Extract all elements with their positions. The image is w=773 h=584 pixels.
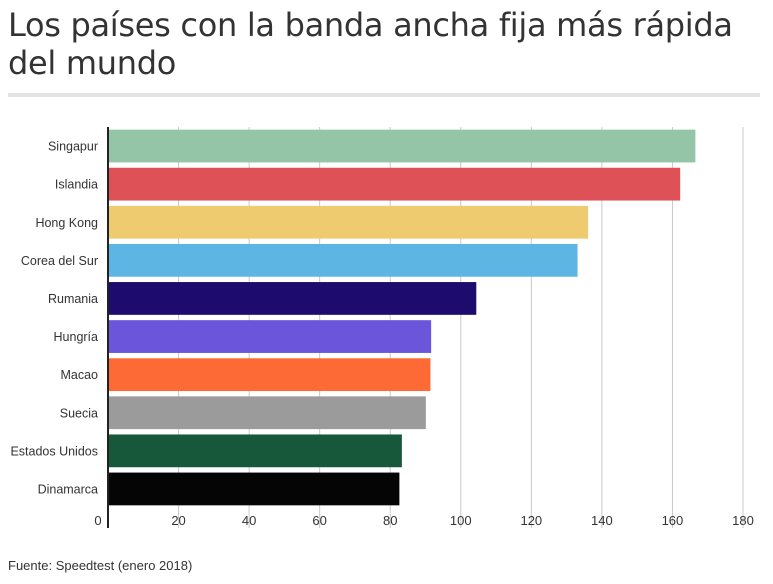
x-tick-label: 0	[94, 513, 101, 528]
category-label: Corea del Sur	[21, 254, 98, 268]
category-label: Rumania	[48, 292, 98, 306]
x-tick-label: 180	[732, 513, 754, 528]
bar	[108, 167, 681, 201]
category-label: Macao	[60, 368, 98, 382]
x-tick-label: 40	[242, 513, 256, 528]
category-label: Singapur	[48, 140, 98, 154]
x-tick-label: 100	[450, 513, 472, 528]
category-label: Dinamarca	[38, 482, 98, 496]
bar	[108, 205, 589, 239]
category-labels: Singapur Islandia Hong Kong Corea del Sur Ru…	[10, 140, 98, 497]
chart-title: Los países con la banda ancha fija más r…	[8, 6, 733, 82]
category-label: Estados Unidos	[10, 444, 98, 458]
x-tick-label: 160	[662, 513, 684, 528]
x-tick-label: 140	[591, 513, 613, 528]
x-tick-label: 60	[312, 513, 326, 528]
x-tick-label: 20	[171, 513, 185, 528]
bar	[108, 320, 432, 353]
bar	[108, 243, 578, 277]
bar	[108, 472, 400, 506]
bar	[108, 358, 431, 392]
x-tick-label: 120	[520, 513, 542, 528]
x-tick-label: 80	[383, 513, 397, 528]
source-note: Fuente: Speedtest (enero 2018)	[8, 558, 193, 573]
category-label: Suecia	[60, 406, 98, 420]
x-tick-labels: 0 20 40 60 80 100 120 140 160 180	[94, 513, 753, 528]
bar	[108, 396, 426, 430]
bar	[108, 129, 696, 163]
bar	[108, 434, 402, 468]
category-label: Islandia	[55, 178, 98, 192]
category-label: Hungría	[54, 330, 99, 344]
title-divider	[8, 93, 760, 97]
bar	[108, 282, 477, 315]
bars	[108, 129, 696, 506]
category-label: Hong Kong	[35, 216, 98, 230]
